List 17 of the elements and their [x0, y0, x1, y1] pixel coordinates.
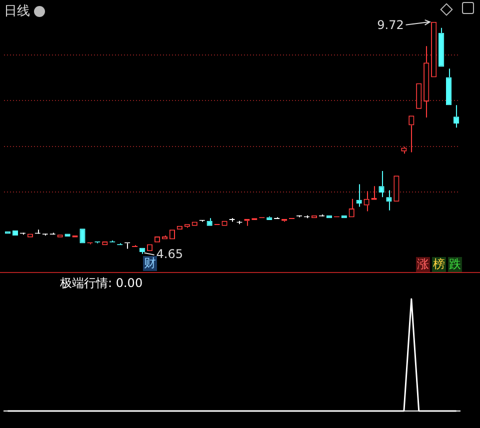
candlestick: [139, 248, 146, 254]
candlestick: [408, 116, 414, 153]
text: 涨: [416, 257, 430, 272]
candlestick: [378, 170, 384, 198]
candlestick: [438, 27, 444, 67]
chart-title: 日线: [4, 3, 30, 20]
text: 财: [143, 256, 157, 271]
chart-title: 极端行情: 0.00: [60, 275, 143, 292]
candlestick: [446, 68, 452, 106]
text: 跌: [448, 257, 462, 272]
candlestick: [184, 224, 190, 228]
text: 榜: [432, 257, 446, 272]
candlestick: [206, 218, 212, 226]
candlestick: [386, 190, 392, 211]
candlestick: [424, 46, 430, 118]
annotation: 9.72: [377, 18, 404, 32]
annotation: 4.65: [156, 246, 184, 261]
